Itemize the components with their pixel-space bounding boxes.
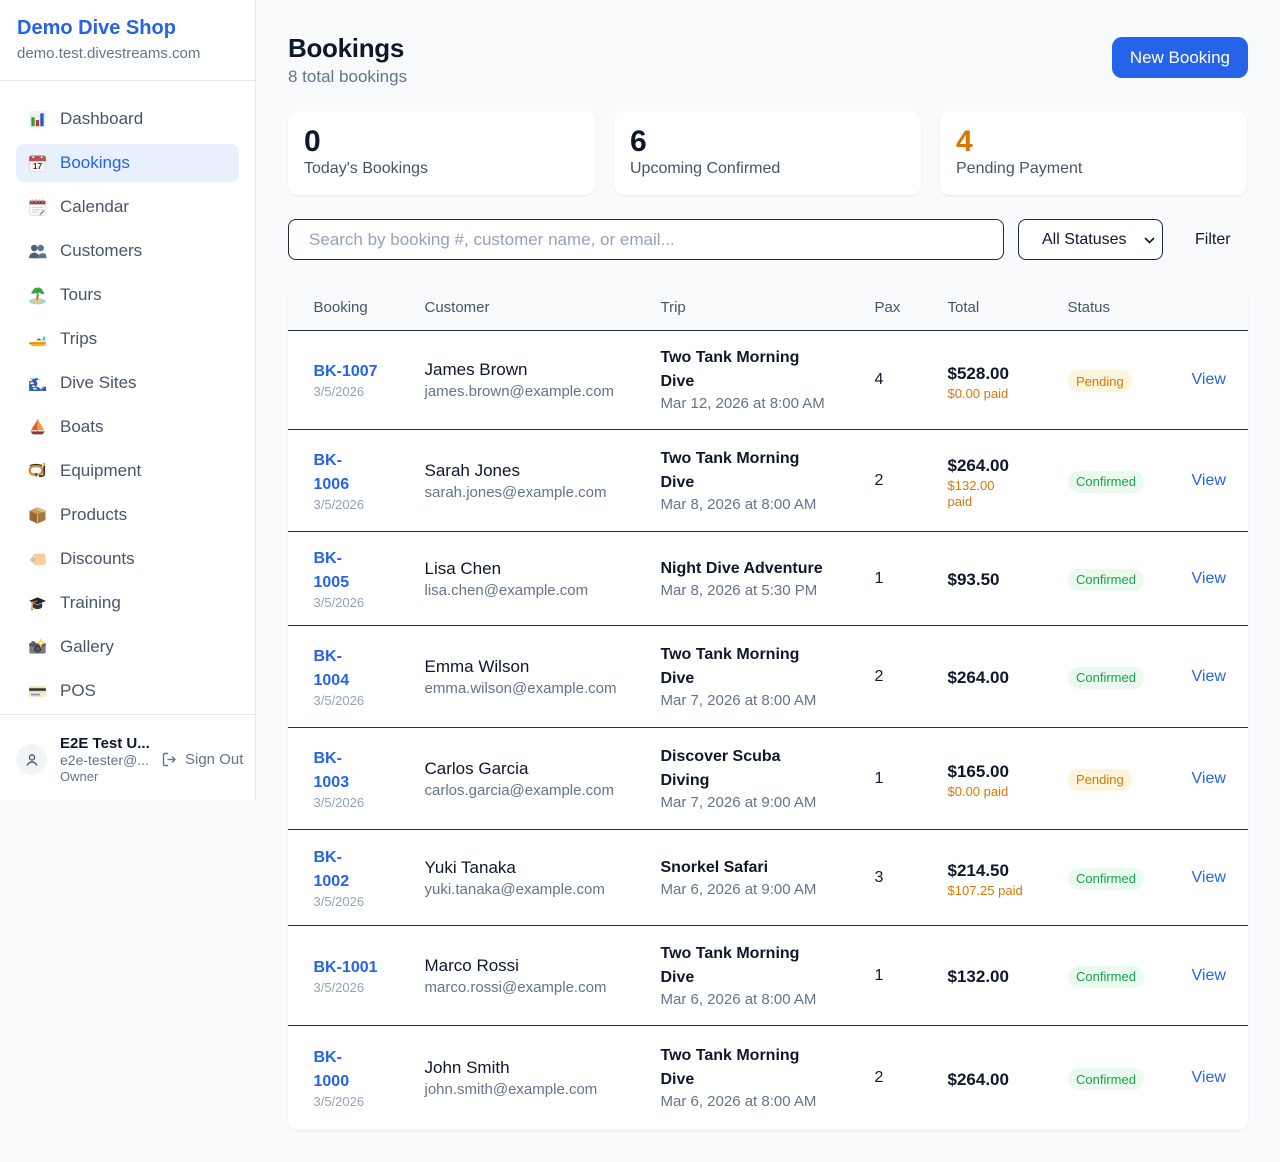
- svg-text:17: 17: [33, 160, 43, 170]
